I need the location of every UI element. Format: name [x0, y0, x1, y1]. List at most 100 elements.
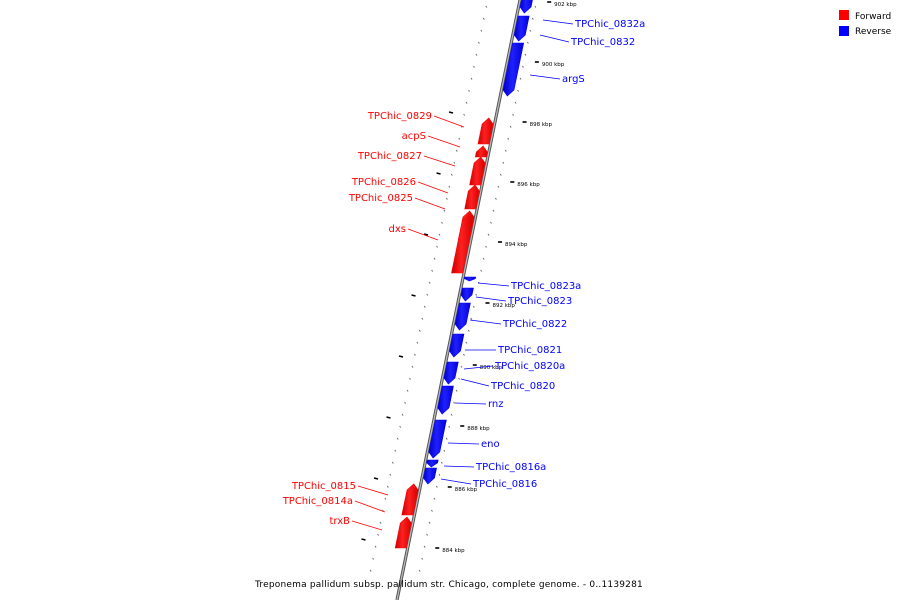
- gene-arrow[interactable]: [423, 467, 437, 485]
- label-leader: [460, 378, 490, 387]
- gene-label[interactable]: TPChic_0816a: [475, 462, 546, 473]
- gene-TPChic_0816a[interactable]: [426, 459, 439, 468]
- minor-tick: [379, 521, 382, 524]
- minor-tick: [487, 233, 490, 236]
- minor-tick: [418, 329, 421, 332]
- gene-label[interactable]: dxs: [389, 224, 406, 235]
- gene-TPChic_0820a[interactable]: [443, 361, 459, 385]
- gene-arrow[interactable]: [464, 184, 480, 210]
- minor-tick: [458, 137, 461, 140]
- gene-label[interactable]: TPChic_0832a: [574, 19, 645, 30]
- gene-arrow[interactable]: [464, 276, 477, 282]
- minor-tick: [467, 329, 470, 332]
- minor-tick: [499, 173, 502, 176]
- gene-TPChic_0823[interactable]: [460, 287, 474, 302]
- gene-arrow[interactable]: [474, 145, 488, 158]
- gene-TPChic_0829[interactable]: [477, 117, 494, 145]
- minor-tick: [374, 545, 377, 548]
- minor-tick: [423, 305, 426, 308]
- gene-label[interactable]: TPChic_0816: [472, 479, 537, 490]
- gene-arrow[interactable]: [443, 361, 459, 385]
- minor-tick: [445, 437, 448, 440]
- minor-tick: [512, 113, 515, 116]
- gene-dxs[interactable]: [451, 214, 474, 274]
- minor-tick: [436, 245, 438, 248]
- gene-label[interactable]: TPChic_0823a: [510, 281, 581, 292]
- minor-tick: [477, 41, 480, 44]
- gene-trxB[interactable]: [394, 516, 412, 549]
- gene-TPChic_0816[interactable]: [423, 467, 437, 485]
- gene-label[interactable]: TPChic_0832: [570, 37, 635, 48]
- minor-tick: [384, 497, 387, 500]
- major-tick: [398, 355, 404, 358]
- minor-tick: [401, 413, 404, 416]
- gene-TPChic_0832a[interactable]: [519, 0, 533, 14]
- gene-label[interactable]: TPChic_0821: [497, 345, 562, 356]
- gene-arrow[interactable]: [513, 15, 530, 42]
- gene-label[interactable]: argS: [562, 74, 585, 85]
- gene-label[interactable]: TPChic_0822: [502, 319, 567, 330]
- gene-TPChic_0832[interactable]: [513, 15, 530, 42]
- gene-arrow[interactable]: [519, 0, 533, 14]
- gene-labels: TPChic_0832a TPChic_0832 argS TPChic_0829ac…: [282, 19, 645, 531]
- gene-TPChic_0823a[interactable]: [464, 276, 477, 282]
- minor-tick: [406, 389, 409, 392]
- minor-tick: [396, 437, 399, 440]
- gene-arrow[interactable]: [437, 386, 454, 415]
- minor-tick: [453, 161, 456, 164]
- gene-arrow[interactable]: [428, 419, 447, 459]
- gene-TPChic_0814a[interactable]: [401, 483, 419, 516]
- gene-eno[interactable]: [428, 419, 447, 459]
- minor-tick: [522, 65, 524, 68]
- major-tick: [436, 172, 441, 175]
- gene-TPChic_0822[interactable]: [454, 302, 471, 331]
- minor-tick: [441, 221, 443, 224]
- gene-arrow[interactable]: [460, 287, 474, 302]
- minor-tick: [448, 185, 451, 188]
- label-leader: [414, 197, 446, 210]
- gene-arrow[interactable]: [451, 214, 474, 274]
- label-leader: [351, 520, 383, 531]
- gene-label[interactable]: TPChic_0825: [348, 193, 413, 204]
- minor-tick: [480, 269, 483, 272]
- gene-label[interactable]: TPChic_0823: [507, 296, 572, 307]
- gene-argS[interactable]: [502, 42, 525, 97]
- legend: Forward Reverse: [839, 10, 892, 37]
- gene-label[interactable]: TPChic_0827: [357, 151, 422, 162]
- minor-tick: [438, 233, 441, 236]
- gene-arrow[interactable]: [454, 302, 471, 331]
- gene-label[interactable]: TPChic_0829: [367, 111, 432, 122]
- gene-acpS[interactable]: [474, 145, 488, 158]
- gene-label[interactable]: rnz: [488, 399, 504, 410]
- gene-arrow[interactable]: [502, 42, 525, 97]
- gene-TPChic_0821[interactable]: [449, 333, 465, 358]
- gene-label[interactable]: TPChic_0820: [490, 381, 555, 392]
- gene-TPChic_0826[interactable]: [464, 184, 480, 210]
- gene-rnz[interactable]: [437, 386, 454, 415]
- major-tick: [386, 416, 391, 419]
- gene-label[interactable]: TPChic_0814a: [282, 496, 353, 507]
- tick-label: 886 kbp: [455, 487, 478, 493]
- tick-label: 896 kbp: [517, 182, 540, 188]
- major-tick: [373, 477, 379, 480]
- gene-arrow[interactable]: [426, 459, 439, 468]
- gene-label[interactable]: TPChic_0826: [351, 177, 416, 188]
- gene-arrow[interactable]: [401, 483, 419, 516]
- gene-arrow[interactable]: [477, 117, 494, 145]
- gene-label[interactable]: TPChic_0815: [291, 481, 356, 492]
- minor-tick: [433, 257, 436, 260]
- gene-label[interactable]: TPChic_0820a: [494, 361, 565, 372]
- gene-features: [394, 0, 533, 549]
- minor-tick: [423, 545, 426, 548]
- gene-label[interactable]: acpS: [402, 131, 426, 142]
- minor-tick: [475, 293, 478, 296]
- gene-arrow[interactable]: [394, 516, 412, 549]
- gene-label[interactable]: trxB: [329, 516, 350, 527]
- minor-tick: [509, 125, 512, 128]
- minor-tick: [421, 557, 424, 560]
- gene-arrow[interactable]: [449, 333, 465, 358]
- tick-marks: 902 kbp 900 kbp 898 kbp 896 kbp 894 kbp 892 k…: [361, 1, 577, 572]
- gene-label[interactable]: eno: [481, 439, 500, 450]
- minor-tick: [458, 377, 460, 380]
